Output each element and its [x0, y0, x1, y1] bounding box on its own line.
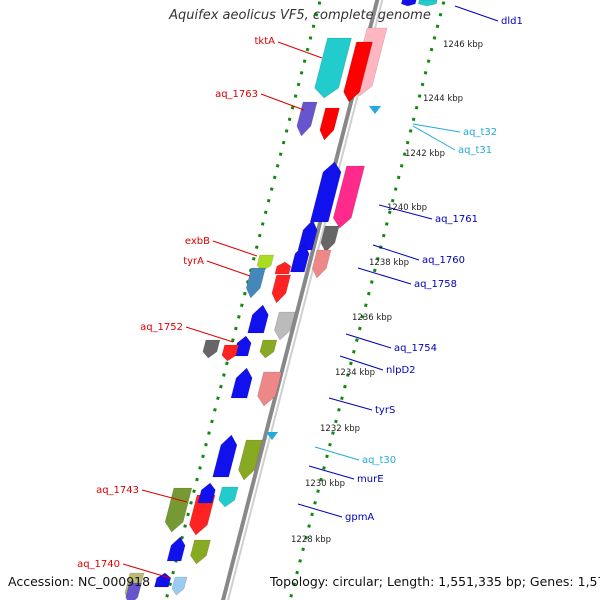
label-tyrA: tyrA	[183, 256, 204, 267]
ruler-tick-labels: 1246 kbp 1244 kbp 1242 kbp 1240 kbp 1238 kbp…	[291, 40, 483, 545]
gene-arrow-35	[417, 0, 438, 7]
ruler-tick-label: 1240 kbp	[387, 203, 427, 213]
label-exbB-leader	[212, 240, 258, 257]
ruler-tick-label: 1228 kbp	[291, 535, 331, 545]
ruler-tick-label: 1234 kbp	[335, 368, 375, 378]
genome-title: Aquifex aeolicus VF5, complete genome	[169, 8, 431, 23]
gene-arrow-1	[314, 37, 352, 99]
label-gpmA-leader	[297, 503, 343, 518]
label-aq-1740: aq_1740	[77, 559, 120, 570]
gene-arrow-18	[259, 339, 278, 359]
ruler-tick-label: 1236 kbp	[352, 313, 392, 323]
label-nlpD2-leader	[339, 355, 384, 371]
label-tyrS-leader	[328, 397, 373, 411]
label-aq-1760: aq_1760	[422, 255, 465, 266]
gene-arrow-22	[257, 371, 283, 407]
gene-arrow-29	[166, 536, 186, 562]
length-value: 1,551,335 bp	[438, 574, 522, 589]
topology-label: Topology:	[270, 574, 329, 589]
gene-arrow-15	[247, 304, 269, 334]
gene-arrow-3	[296, 101, 318, 137]
label-aq-t32: aq_t32	[463, 127, 497, 138]
label-aq-1758: aq_1758	[414, 279, 457, 290]
genome-summary-line: Topology: circular; Length: 1,551,335 bp…	[270, 574, 600, 589]
gene-arrow-23	[212, 434, 238, 478]
gene-arrow-10	[312, 249, 332, 279]
trna-marker-0	[369, 106, 381, 114]
label-aq-1743: aq_1743	[96, 485, 139, 496]
gene-arrow-13	[274, 261, 292, 275]
gene-features	[124, 0, 438, 600]
label-aq-1763: aq_1763	[215, 89, 258, 100]
gene-arrow-4	[319, 107, 340, 141]
label-aq-1754: aq_1754	[394, 343, 437, 354]
length-label: Length:	[386, 574, 435, 589]
label-tktA-leader	[277, 41, 323, 59]
gene-arrow-27	[197, 482, 216, 504]
gene-labels: tktA aq_1763 exbB tyrA aq_1752 aq_1743 aq_1740…	[77, 16, 523, 570]
ruler-tick-label: 1244 kbp	[423, 94, 463, 104]
gene-arrow-19	[202, 339, 221, 359]
label-aq-t30: aq_t30	[362, 455, 396, 466]
gene-arrow-16	[274, 311, 296, 341]
gene-arrow-6	[332, 165, 366, 229]
label-aq-1740-leader	[122, 563, 171, 579]
label-exbB: exbB	[185, 236, 210, 247]
label-dld1-leader	[454, 5, 499, 22]
label-aq-t31-leader	[412, 125, 456, 151]
gene-arrow-2	[343, 41, 373, 103]
label-aq-1743-leader	[141, 489, 188, 503]
label-tyrS: tyrS	[375, 405, 395, 416]
gene-arrow-25	[164, 487, 193, 533]
topology-value: circular	[332, 574, 379, 589]
label-aq-t31: aq_t31	[458, 145, 492, 156]
label-gpmA: gpmA	[345, 512, 374, 523]
gene-arrow-36	[400, 0, 417, 7]
label-tktA: tktA	[255, 36, 276, 47]
gene-arrow-5	[309, 161, 342, 223]
gene-arrow-9	[289, 243, 310, 273]
label-tyrA-leader	[206, 260, 251, 277]
gene-arrow-30	[190, 539, 211, 565]
accession-value: NC_000918	[78, 574, 151, 589]
label-leader-lines	[122, 5, 499, 579]
gene-arrow-32	[125, 582, 142, 600]
ruler-tick-label: 1242 kbp	[405, 149, 445, 159]
label-aq-1763-leader	[260, 93, 305, 111]
label-aq-1761: aq_1761	[435, 214, 478, 225]
gene-arrow-34	[171, 576, 188, 596]
accession-line: Accession: NC_000918	[8, 574, 150, 589]
genes-label: Genes:	[529, 574, 574, 589]
label-aq-t30-leader	[314, 446, 360, 461]
ruler-tick-label: 1238 kbp	[369, 258, 409, 268]
gene-arrow-14	[271, 274, 291, 304]
trna-marker-1	[266, 432, 278, 440]
label-dld1: dld1	[501, 16, 523, 27]
gene-arrow-20	[221, 344, 240, 362]
label-aq-1758-leader	[357, 267, 412, 285]
gene-arrow-8	[320, 225, 340, 253]
gene-arrow-12	[245, 267, 266, 299]
label-aq-t32-leader	[412, 123, 461, 133]
gene-arrow-28	[218, 486, 239, 508]
gene-arrow-21	[230, 367, 253, 399]
gene-arrow-17	[233, 335, 252, 357]
gene-arrow-33	[154, 572, 172, 588]
label-aq-1752-leader	[185, 326, 234, 343]
label-aq-1760-leader	[372, 244, 420, 261]
label-murE-leader	[308, 465, 355, 480]
label-aq-1752: aq_1752	[140, 322, 183, 333]
label-aq-1754-leader	[345, 333, 392, 349]
gene-arrow-24	[238, 439, 263, 481]
label-nlpD2: nlpD2	[386, 365, 416, 376]
label-murE: murE	[357, 474, 384, 485]
accession-label: Accession:	[8, 574, 75, 589]
ruler-tick-label: 1232 kbp	[320, 424, 360, 434]
label-aq-1761-leader	[378, 204, 433, 220]
ruler-tick-label: 1246 kbp	[443, 40, 483, 50]
gene-arrow-11	[256, 254, 275, 272]
ruler-tick-label: 1230 kbp	[305, 479, 345, 489]
genes-value: 1,579	[577, 574, 600, 589]
